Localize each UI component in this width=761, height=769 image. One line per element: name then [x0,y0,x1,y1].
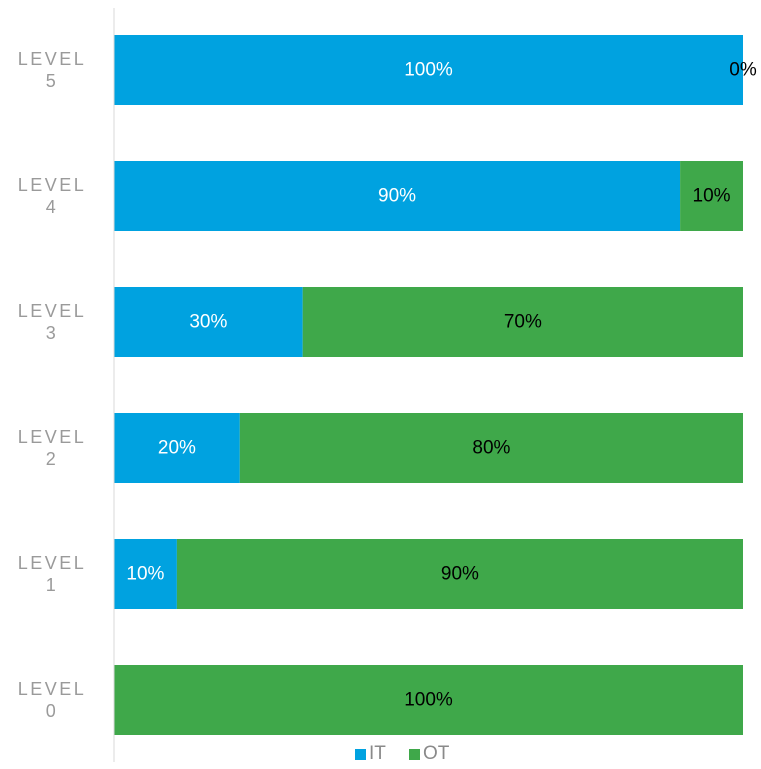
data-label-it-level-2: 20% [158,438,196,459]
data-label-ot-level-1: 90% [441,564,479,585]
category-label-level-3-line1: LEVEL [18,301,87,321]
category-label-level-4-line1: LEVEL [18,175,87,195]
category-label-level-3-line2: 3 [46,323,59,343]
category-label-level-1-line2: 1 [46,575,59,595]
category-label-level-2-line2: 2 [46,449,59,469]
data-label-ot-level-0: 100% [404,690,453,711]
category-label-level-5-line1: LEVEL [18,49,87,69]
bar-it-level-2 [114,413,240,483]
data-label-it-level-3: 30% [189,312,227,333]
category-label-level-5-line2: 5 [46,71,59,91]
data-label-ot-level-5: 0% [729,60,757,81]
category-label-level-0-line2: 0 [46,701,59,721]
bar-it-level-4 [114,161,681,231]
bar-ot-level-2 [239,413,744,483]
legend-swatch-ot [409,749,420,760]
bars-group [114,35,744,735]
bar-ot-level-4 [680,161,743,231]
data-label-ot-level-4: 10% [693,186,731,207]
category-label-level-0-line1: LEVEL [18,679,87,699]
data-label-ot-level-2: 80% [472,438,510,459]
data-label-it-level-4: 90% [378,186,416,207]
bar-ot-level-1 [176,539,743,609]
data-label-it-level-5: 100% [404,60,453,81]
legend-label-it: IT [369,743,386,764]
legend-label-ot: OT [423,743,450,764]
category-label-level-2-line1: LEVEL [18,427,87,447]
category-label-level-4-line2: 4 [46,197,59,217]
bar-ot-level-0 [114,665,743,735]
data-label-ot-level-3: 70% [504,312,542,333]
bar-ot-level-3 [302,287,743,357]
data-labels-group: 100% 0% 90% 10% 30% 70% 20% 80% 10% 90% 100% [126,60,756,711]
category-label-level-1-line1: LEVEL [18,553,87,573]
legend-swatch-it [355,749,366,760]
bar-it-level-1 [114,539,177,609]
bar-it-level-5 [114,35,743,105]
bar-it-level-3 [114,287,303,357]
legend: IT OT [355,743,450,764]
data-label-it-level-1: 10% [126,564,164,585]
